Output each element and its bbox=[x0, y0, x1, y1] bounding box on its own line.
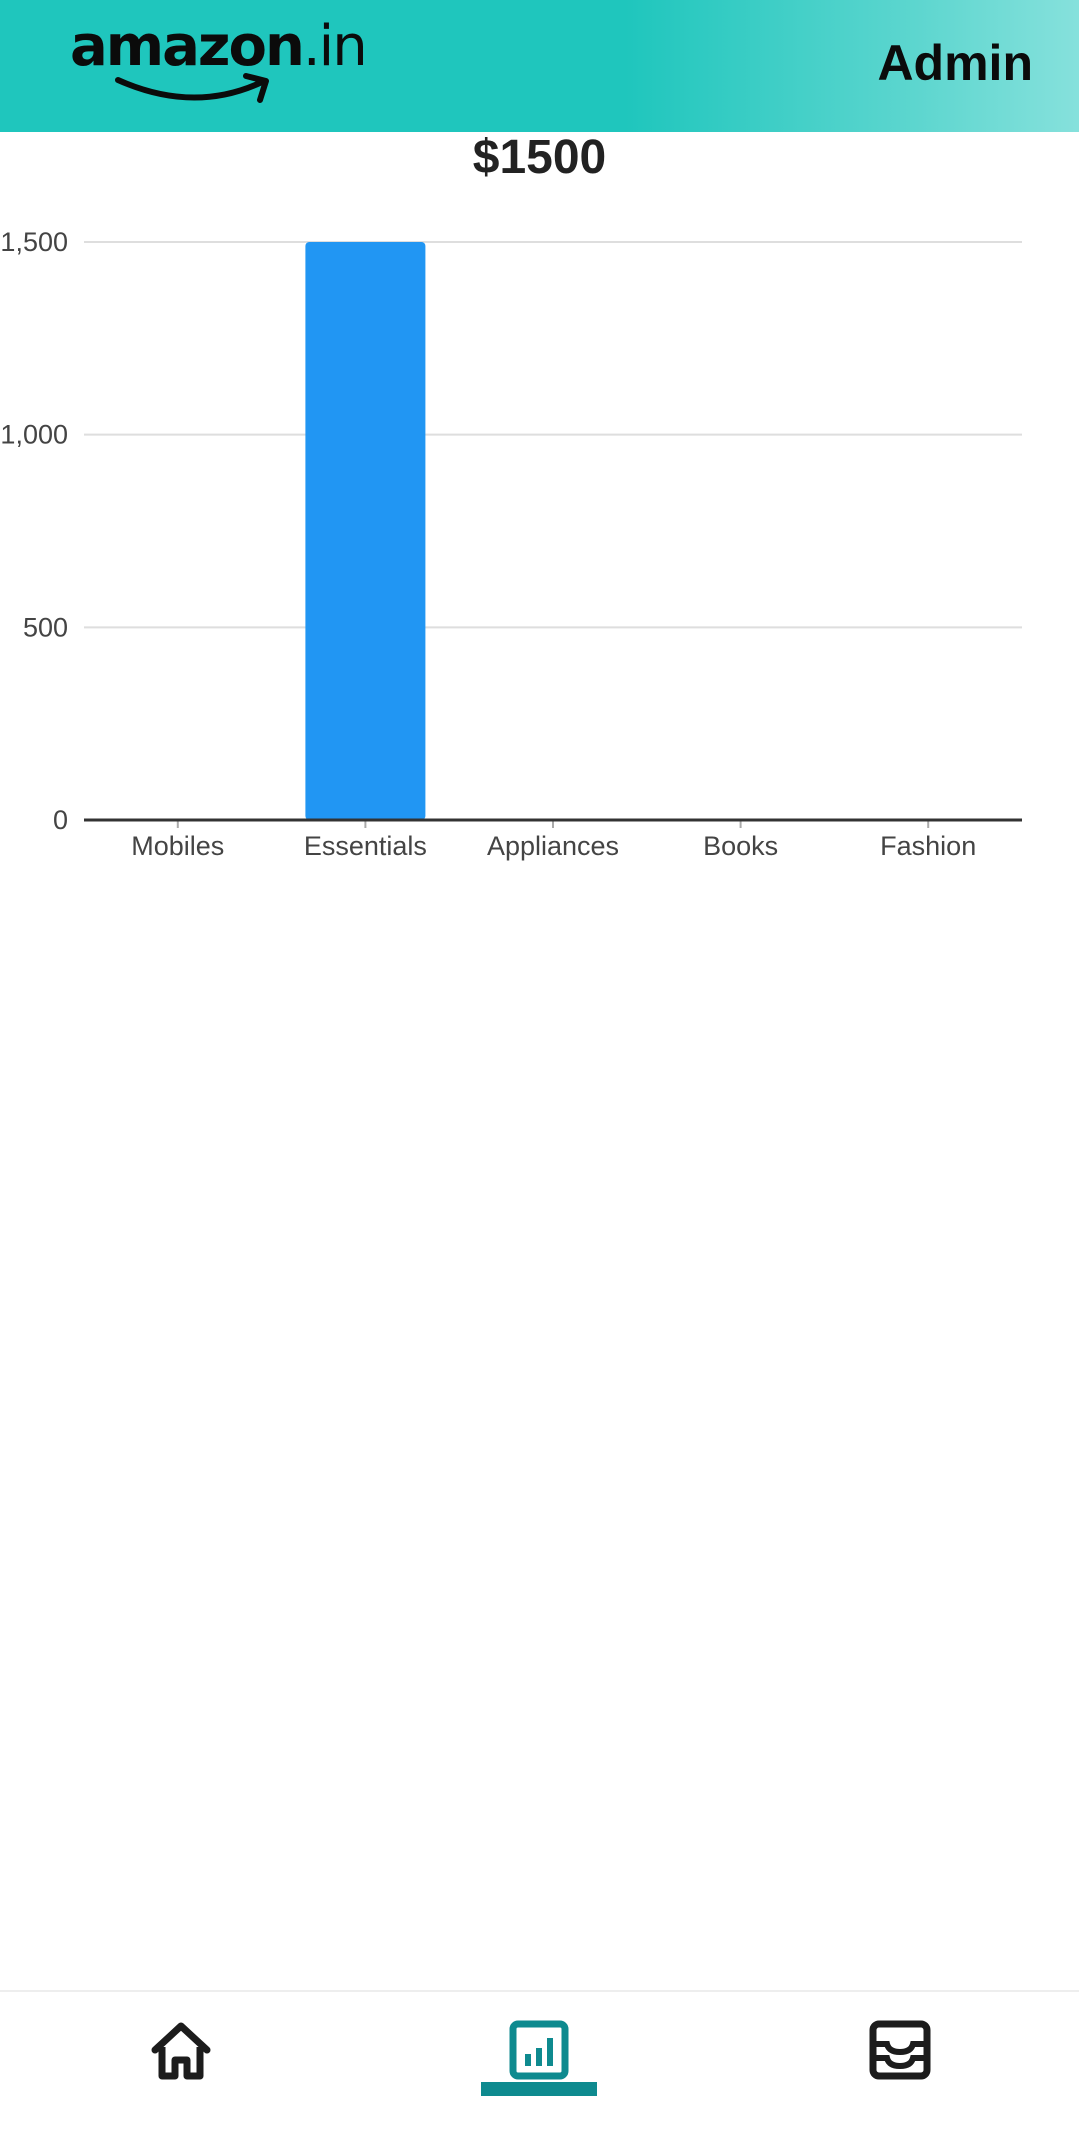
inbox-icon bbox=[869, 2020, 931, 2080]
x-tick-label: Mobiles bbox=[131, 831, 224, 861]
nav-inbox[interactable] bbox=[841, 2020, 961, 2120]
x-tick-label: Essentials bbox=[304, 831, 427, 861]
y-tick-label: 1,500 bbox=[0, 227, 68, 257]
logo-smile-icon bbox=[115, 73, 269, 103]
total-earnings: $1500 bbox=[472, 131, 607, 184]
bottom-navigation-bar bbox=[0, 1990, 1079, 2153]
category-earnings-chart: 0 500 1,000 1,500 Mobiles Essentials Appliance… bbox=[0, 227, 1022, 861]
y-tick-label: 0 bbox=[53, 805, 68, 835]
amazon-logo: amazon.in bbox=[70, 14, 368, 104]
app-bar: amazon.in Admin bbox=[0, 0, 1079, 132]
x-tick-label: Books bbox=[703, 831, 778, 861]
logo-text: amazon.in bbox=[70, 14, 368, 79]
y-tick-label: 500 bbox=[23, 612, 68, 642]
bar bbox=[305, 242, 426, 820]
user-role-label: Admin bbox=[877, 35, 1033, 91]
x-tick-label: Fashion bbox=[880, 831, 976, 861]
nav-home[interactable] bbox=[121, 2020, 241, 2120]
nav-analytics[interactable] bbox=[481, 2020, 597, 2120]
y-tick-label: 1,000 bbox=[0, 420, 68, 450]
home-icon bbox=[151, 2022, 211, 2080]
x-tick-label: Appliances bbox=[487, 831, 619, 861]
analytics-icon bbox=[509, 2020, 569, 2080]
nav-selected-indicator bbox=[481, 2082, 597, 2096]
